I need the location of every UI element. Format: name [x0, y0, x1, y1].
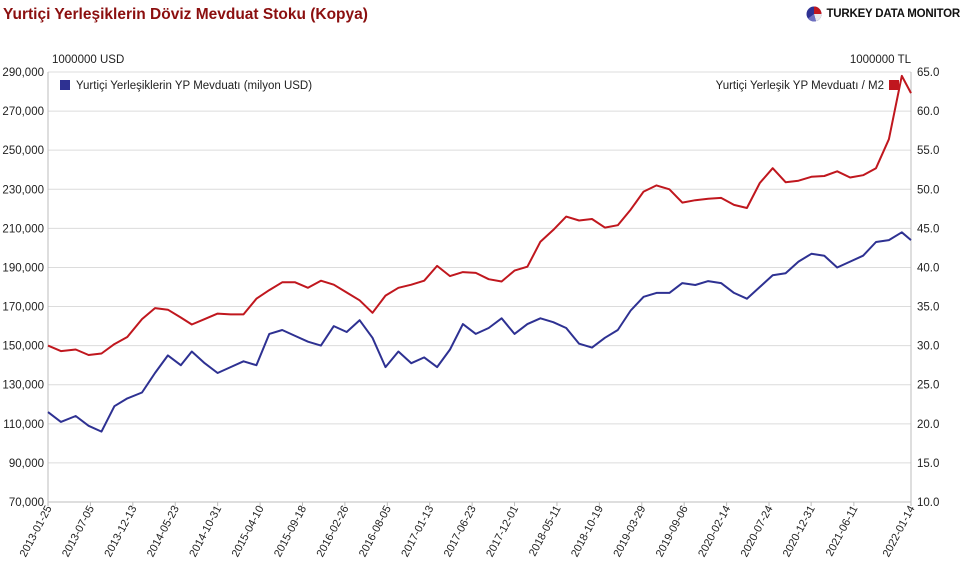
- brand-name: TURKEY DATA MONITOR: [826, 8, 960, 20]
- right-axis-tick-label: 65.0: [917, 67, 939, 79]
- left-axis-tick-label: 290,000: [2, 67, 44, 79]
- legend-swatch-left: [60, 80, 70, 90]
- left-axis-tick-label: 150,000: [2, 341, 44, 353]
- left-axis-tick-label: 170,000: [2, 302, 44, 314]
- right-axis-tick-label: 25.0: [917, 380, 939, 392]
- x-axis-tick-label: 2020-07-24: [739, 504, 776, 559]
- x-axis-tick-label: 2018-10-19: [569, 504, 606, 559]
- left-axis-tick-label: 250,000: [2, 145, 44, 157]
- right-axis-tick-label: 60.0: [917, 106, 939, 118]
- globe-icon: [806, 6, 822, 22]
- x-axis-tick-label: 2017-06-23: [442, 504, 479, 559]
- left-axis-tick-label: 230,000: [2, 184, 44, 196]
- right-axis-unit: 1000000 TL: [850, 54, 912, 66]
- right-axis-tick-label: 50.0: [917, 184, 939, 196]
- left-axis-tick-label: 190,000: [2, 262, 44, 274]
- legend-swatch-right: [889, 80, 899, 90]
- right-axis-tick-label: 10.0: [917, 497, 939, 509]
- right-axis-tick-label: 55.0: [917, 145, 939, 157]
- chart-title: Yurtiçi Yerleşiklerin Döviz Mevduat Stok…: [3, 6, 368, 23]
- x-axis-tick-label: 2014-10-31: [187, 504, 224, 559]
- x-axis-tick-label: 2013-07-05: [60, 504, 97, 559]
- x-axis-tick-label: 2013-12-13: [102, 504, 139, 559]
- left-axis-tick-label: 90,000: [9, 458, 44, 470]
- x-axis-tick-label: 2015-04-10: [230, 504, 267, 559]
- x-axis-tick-label: 2020-12-31: [781, 504, 818, 559]
- brand-logo[interactable]: TURKEY DATA MONITOR: [806, 6, 960, 22]
- legend-label-left: Yurtiçi Yerleşiklerin YP Mevduatı (milyo…: [76, 80, 312, 92]
- right-axis-tick-label: 35.0: [917, 302, 939, 314]
- right-axis-tick-label: 15.0: [917, 458, 939, 470]
- left-axis-unit: 1000000 USD: [52, 54, 124, 66]
- x-axis-tick-label: 2014-05-23: [145, 504, 182, 559]
- x-axis-tick-label: 2022-01-14: [881, 504, 918, 559]
- x-axis-tick-label: 2017-01-13: [399, 504, 436, 559]
- x-axis-tick-label: 2020-02-14: [696, 504, 733, 559]
- left-axis-tick-label: 270,000: [2, 106, 44, 118]
- x-axis-tick-label: 2018-05-11: [527, 504, 564, 559]
- left-axis-tick-label: 110,000: [3, 419, 44, 431]
- x-axis-tick-label: 2015-09-18: [272, 504, 309, 559]
- right-axis-tick-label: 45.0: [917, 223, 939, 235]
- x-axis-tick-label: 2017-12-01: [484, 504, 521, 559]
- left-axis-tick-label: 130,000: [2, 380, 44, 392]
- right-axis-tick-label: 30.0: [917, 341, 939, 353]
- series-line-1: [47, 231, 912, 433]
- left-axis-tick-label: 70,000: [9, 497, 44, 509]
- x-axis-tick-label: 2019-03-29: [611, 504, 648, 559]
- x-axis-tick-label: 2016-02-26: [315, 504, 352, 559]
- left-axis-tick-label: 210,000: [2, 223, 44, 235]
- x-axis-tick-label: 2013-01-25: [18, 504, 55, 559]
- x-axis-tick-label: 2016-08-05: [357, 504, 394, 559]
- right-axis-tick-label: 20.0: [917, 419, 939, 431]
- series-line-2: [47, 74, 912, 356]
- right-axis-tick-label: 40.0: [917, 262, 939, 274]
- x-axis-tick-label: 2021-06-11: [824, 504, 861, 559]
- legend-label-right: Yurtiçi Yerleşik YP Mevduatı / M2: [716, 80, 884, 92]
- x-axis-tick-label: 2019-09-06: [654, 504, 691, 559]
